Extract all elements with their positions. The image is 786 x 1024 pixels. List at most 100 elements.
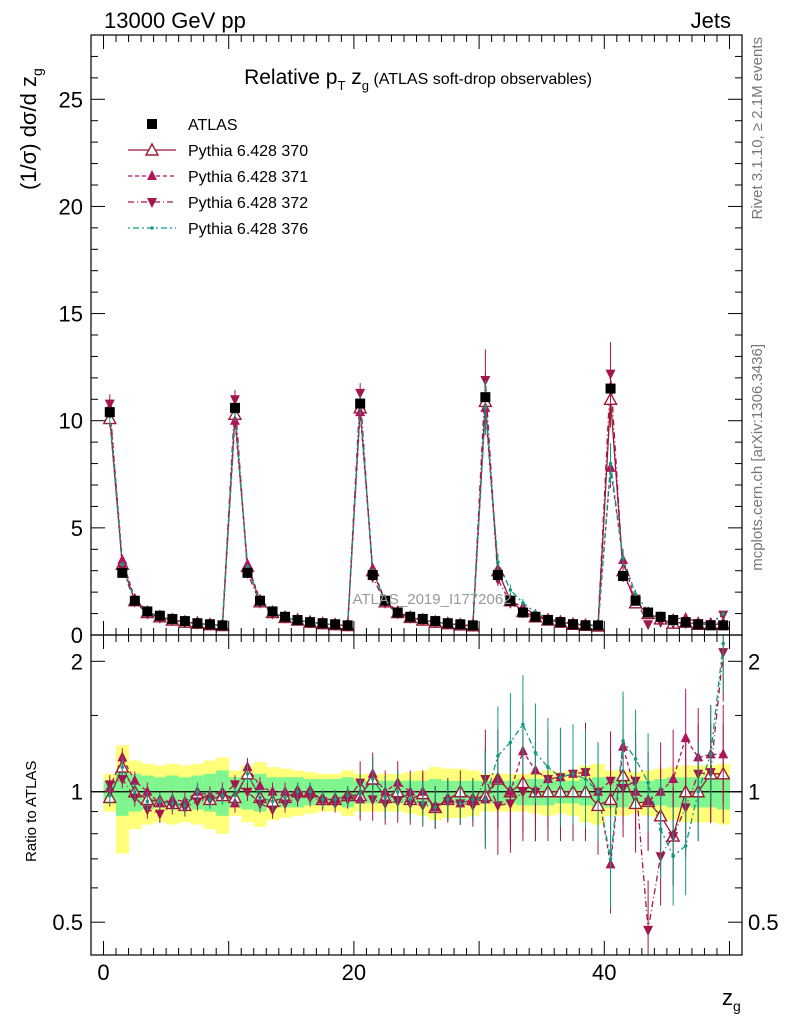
- point-data: [555, 617, 566, 628]
- point-p371: [117, 554, 128, 564]
- point-data: [367, 570, 378, 580]
- point-data: [179, 616, 190, 627]
- ratio-point-p376: [408, 797, 413, 802]
- ratio-point-p371: [668, 773, 679, 784]
- x-tick-label: 40: [592, 960, 616, 985]
- ratio-point-p376: [558, 775, 563, 780]
- ratio-panel-axes: 0.5 0.51 12 20 20 40: [52, 635, 779, 985]
- ratio-point-p376: [671, 854, 675, 858]
- point-p376: [496, 560, 500, 564]
- x-axis-label: zg: [722, 985, 741, 1014]
- point-p376: [245, 564, 250, 569]
- ratio-point-p372: [154, 809, 165, 820]
- ratio-point-p371: [267, 785, 278, 796]
- legend-marker-p376: [150, 226, 154, 230]
- legend-label-p370: Pythia 6.428 370: [188, 143, 308, 160]
- legend-label-data: ATLAS: [188, 117, 238, 134]
- ratio-y-tick-label: 1: [71, 780, 83, 805]
- top-y-tick-label: 0: [71, 623, 83, 648]
- ratio-point-p376: [633, 757, 638, 761]
- ratio-point-p376: [508, 740, 513, 745]
- point-p376: [120, 562, 125, 567]
- point-data: [680, 617, 691, 628]
- point-p372: [229, 395, 240, 406]
- ratio-point-p376: [308, 789, 312, 794]
- ratio-point-p371: [117, 751, 128, 762]
- point-data: [517, 607, 528, 618]
- ratio-panel: 0.5 0.51 12 20 20 40 Ratio to ATLAS zg: [23, 634, 779, 1014]
- ratio-point-p371: [680, 732, 691, 743]
- point-p376: [521, 601, 525, 605]
- point-data: [718, 620, 729, 631]
- header-right: Jets: [691, 8, 731, 33]
- ratio-point-p372: [605, 776, 616, 787]
- legend-marker-data: [147, 119, 157, 129]
- ratio-point-p372: [367, 795, 378, 806]
- ratio-point-p376: [258, 795, 262, 800]
- ratio-point-p372: [192, 797, 203, 808]
- point-p376: [721, 611, 726, 616]
- ratio-line-p376: [109, 643, 724, 859]
- ratio-point-p376: [658, 827, 663, 831]
- point-data: [242, 567, 253, 578]
- ratio-point-p376: [170, 801, 175, 806]
- ratio-point-p372: [117, 775, 128, 786]
- point-data: [192, 618, 203, 629]
- point-data: [567, 619, 578, 630]
- point-data: [292, 615, 303, 625]
- ratio-point-p371: [142, 785, 153, 796]
- ratio-point-p371: [255, 780, 266, 791]
- point-data: [117, 567, 128, 578]
- point-data: [380, 595, 391, 606]
- ratio-point-p376: [646, 780, 650, 785]
- ratio-point-p376: [283, 795, 287, 800]
- point-data: [467, 620, 478, 631]
- mcplots-label: mcplots.cern.ch [arXiv:1306.3436]: [749, 344, 766, 571]
- point-p372: [104, 399, 115, 410]
- ratio-point-p376: [621, 739, 625, 743]
- ratio-point-p376: [358, 791, 362, 796]
- point-p372: [605, 369, 616, 380]
- point-data: [154, 610, 165, 621]
- ratio-point-p376: [183, 803, 187, 808]
- point-data: [392, 607, 403, 618]
- band-green: [116, 770, 130, 816]
- point-data: [655, 611, 666, 622]
- ratio-point-p372: [643, 925, 654, 936]
- point-p372: [643, 620, 654, 631]
- legend-marker-p372: [147, 198, 157, 208]
- ratio-point-p376: [270, 799, 275, 804]
- legend-marker-p370: [144, 142, 160, 156]
- header-left: 13000 GeV pp: [104, 8, 246, 33]
- ratio-point-p376: [483, 797, 488, 802]
- point-data: [267, 606, 278, 617]
- ratio-point-p376: [708, 752, 713, 757]
- point-p371: [242, 558, 253, 569]
- point-data: [405, 611, 416, 622]
- point-data: [455, 619, 466, 630]
- ratio-point-p376: [696, 789, 700, 794]
- legend: ATLAS Pythia 6.428 370 Pythia 6.428 371 Pyt…: [128, 117, 308, 238]
- ratio-point-p376: [608, 857, 613, 861]
- ratio-point-p376: [220, 793, 225, 798]
- ratio-point-p376: [120, 765, 125, 769]
- point-data: [217, 620, 228, 631]
- ratio-point-p376: [433, 805, 438, 810]
- main-panel: ATLAS_2019_I1772062 0 5 10 15 20 25 Relative …: [16, 34, 743, 648]
- point-data: [317, 618, 328, 629]
- point-data: [693, 619, 704, 630]
- point-data: [492, 570, 503, 580]
- point-data: [342, 620, 353, 631]
- ratio-point-p376: [458, 801, 463, 806]
- point-data: [104, 407, 115, 418]
- ratio-point-p376: [521, 722, 525, 727]
- point-p376: [608, 461, 613, 466]
- main-panel-axes: 0 5 10 15 20 25: [59, 35, 742, 648]
- ratio-point-p372: [104, 780, 115, 791]
- point-p376: [508, 588, 513, 592]
- legend-label-p372: Pythia 6.428 372: [188, 195, 308, 212]
- ratio-point-p376: [345, 793, 350, 798]
- top-y-tick-label: 20: [59, 194, 83, 219]
- point-data: [142, 606, 153, 617]
- point-data: [355, 398, 366, 409]
